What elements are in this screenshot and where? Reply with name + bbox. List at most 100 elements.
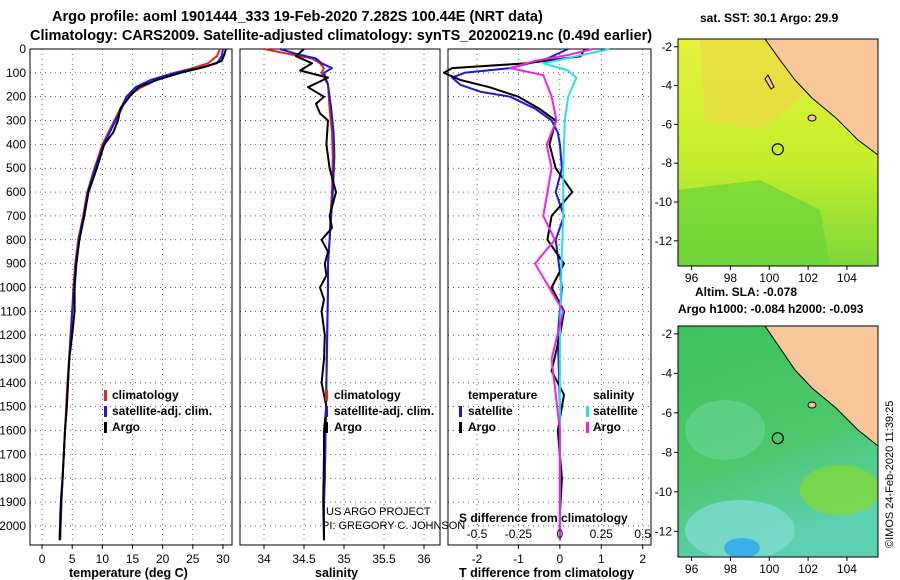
pi-annotation: PI: GREGORY C. JOHNSON: [322, 520, 465, 532]
difference-series-salinity-argo: [509, 48, 594, 541]
difference-xtick-label: 1: [598, 552, 605, 566]
t-difference-xlabel: T difference from climatology: [459, 566, 634, 580]
legend-sal-satellite-label: satellite: [593, 404, 638, 418]
difference-xtick-label: -1: [513, 552, 524, 566]
salinity-xtick-label: 34.5: [292, 552, 316, 566]
island-coast: [807, 114, 817, 122]
sla-lon-tick-label: 100: [759, 562, 779, 576]
sla-lon-tick-label: 102: [798, 562, 818, 576]
salinity-series-argo: [295, 48, 337, 541]
island-coast: [764, 74, 775, 90]
depth-tick-label: 1000: [0, 280, 26, 294]
depth-tick-label: 1400: [0, 376, 26, 390]
difference-xtick-label: -2: [472, 552, 483, 566]
s-difference-tick-label: -0.5: [467, 527, 488, 541]
imos-timestamp: ©IMOS 24-Feb-2020 11:39:25: [884, 401, 896, 548]
legend-climatology-swatch: [325, 390, 328, 401]
salinity-xlabel: salinity: [315, 566, 358, 580]
legend-satellite-swatch: [325, 406, 328, 417]
salinity-xtick-label: 36: [417, 552, 431, 566]
legend-temp-argo-label: Argo: [468, 420, 496, 434]
depth-tick-label: 200: [6, 90, 26, 104]
temperature-xtick-label: 10: [96, 552, 110, 566]
salinity-panel: 34 34.5 35 35.5 36 salinity climatology sate…: [239, 48, 465, 580]
legend-temperature-title: temperature: [468, 388, 538, 402]
temperature-legend: climatology satellite-adj. clim. Argo: [104, 388, 212, 434]
sla-map-subtitle: Argo h1000: -0.084 h2000: -0.093: [678, 302, 864, 316]
depth-tick-label: 1300: [0, 352, 26, 366]
sst-lon-tick-label: 104: [837, 271, 857, 285]
title-line-1: Argo profile: aoml 1901444_333 19-Feb-20…: [52, 9, 543, 25]
legend-climatology-label: climatology: [112, 388, 179, 402]
legend-sal-argo-swatch: [586, 422, 589, 433]
temperature-xlabel: temperature (deg C): [69, 566, 188, 580]
difference-plot-frame: [447, 48, 652, 546]
salinity-plot-frame: [239, 48, 441, 546]
temperature-series-satellite-adj-clim-: [59, 48, 224, 541]
depth-tick-label: 800: [6, 233, 26, 247]
sst-lat-tick-label: -12: [655, 234, 673, 248]
s-difference-tick-label: 0.25: [590, 527, 614, 541]
sla-lat-tick-label: -10: [655, 485, 673, 499]
temperature-series-climatology: [59, 48, 221, 541]
temperature-xtick-label: 30: [216, 552, 230, 566]
salinity-xtick-label: 35: [337, 552, 351, 566]
sla-deep-low: [724, 538, 760, 557]
sla-lon-tick-label: 98: [724, 562, 738, 576]
legend-satellite-swatch: [104, 406, 107, 417]
temperature-plot-frame: [29, 48, 233, 546]
depth-tick-label: 1600: [0, 424, 26, 438]
difference-xtick-label: 2: [639, 552, 646, 566]
project-annotation: US ARGO PROJECT: [326, 506, 431, 518]
sla-low-region: [685, 400, 765, 460]
sst-lat-tick-label: -10: [655, 195, 673, 209]
difference-series-temperature-argo: [442, 48, 586, 541]
sst-lon-tick-label: 96: [685, 271, 699, 285]
sst-map: sat. SST: 30.1 Argo: 29.9 96 98 100 102 104 -…: [655, 11, 879, 285]
temperature-panel: 0 5 10 15 20 25 30 0 100 200 300 400 500 600 700 800 90…: [0, 42, 233, 580]
depth-tick-label: 1100: [0, 304, 26, 318]
sumatra-land: [764, 39, 878, 156]
legend-argo-swatch: [325, 422, 328, 433]
sst-map-title: sat. SST: 30.1 Argo: 29.9: [700, 11, 839, 25]
sla-lat-tick-label: -8: [661, 445, 672, 459]
legend-argo-label: Argo: [334, 420, 362, 434]
depth-tick-label: 700: [6, 209, 26, 223]
sst-lat-tick-label: -4: [661, 79, 672, 93]
sla-map: Altim. SLA: -0.078 Argo h1000: -0.084 h2…: [655, 285, 879, 576]
sst-lat-tick-label: -6: [661, 117, 672, 131]
depth-tick-label: 600: [6, 185, 26, 199]
sla-lat-tick-label: -4: [661, 366, 672, 380]
difference-series-salinity-satellite: [542, 48, 610, 541]
s-difference-tick-label: 0.5: [634, 527, 651, 541]
depth-tick-label: 1800: [0, 471, 26, 485]
difference-panel: -2 -1 0 1 2 -0.5 -0.25 0 0.25 0.5 S difference f…: [442, 48, 652, 580]
depth-tick-label: 400: [6, 137, 26, 151]
legend-sal-satellite-swatch: [586, 406, 589, 417]
legend-satellite-label: satellite-adj. clim.: [112, 404, 212, 418]
legend-satellite-label: satellite-adj. clim.: [334, 404, 434, 418]
depth-tick-label: 500: [6, 161, 26, 175]
temperature-xtick-label: 25: [186, 552, 200, 566]
s-difference-xlabel: S difference from climatology: [459, 511, 628, 525]
difference-series-temperature-satellite: [451, 48, 569, 541]
temperature-xtick-label: 5: [69, 552, 76, 566]
sst-cool-patch: [678, 180, 830, 266]
depth-tick-label: 1500: [0, 400, 26, 414]
legend-argo-swatch: [104, 422, 107, 433]
s-difference-tick-label: 0: [557, 527, 564, 541]
sla-lat-tick-label: -6: [661, 406, 672, 420]
temperature-xtick-label: 15: [126, 552, 140, 566]
argo-float-marker: [771, 432, 784, 445]
salinity-series-satellite-adj-clim-: [279, 48, 336, 541]
sla-high-region: [800, 465, 878, 515]
legend-temp-argo-swatch: [459, 422, 462, 433]
depth-tick-label: 1700: [0, 447, 26, 461]
title-line-2: Climatology: CARS2009. Satellite-adjuste…: [30, 28, 652, 44]
sst-lon-tick-label: 100: [759, 271, 779, 285]
s-difference-tick-label: -0.25: [505, 527, 533, 541]
difference-legend: temperature satellite Argo salinity sate…: [459, 388, 638, 434]
depth-tick-label: 100: [6, 66, 26, 80]
salinity-xtick-label: 34: [257, 552, 271, 566]
